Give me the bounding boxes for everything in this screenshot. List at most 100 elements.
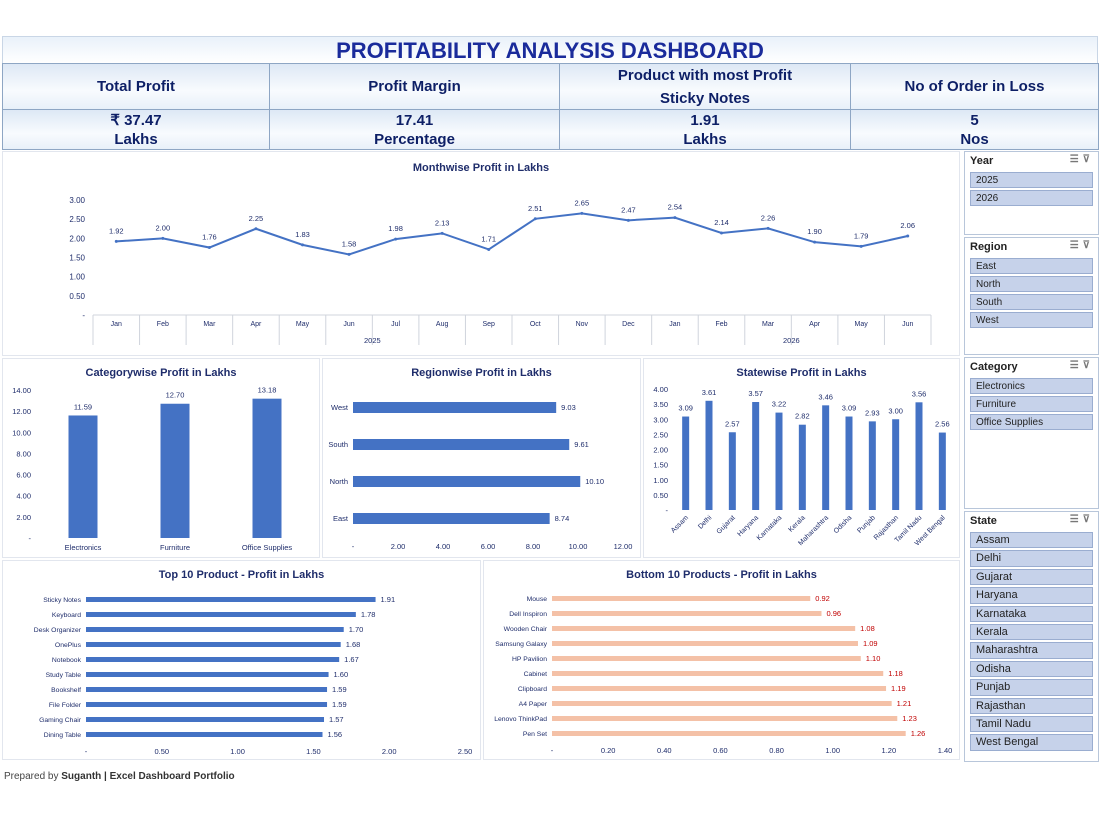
slicer-item-south[interactable]: South — [970, 294, 1093, 310]
multi-select-icon[interactable]: ☰ — [1069, 154, 1083, 165]
x-tick-label: Feb — [715, 321, 727, 328]
y-tick-label: Lenovo ThinkPad — [494, 716, 547, 723]
state-slicer: State ☰⊽ Assam Delhi Gujarat Haryana Karnata… — [964, 511, 1099, 762]
data-label: 1.98 — [388, 224, 403, 233]
slicer-item-maharashtra[interactable]: Maharashtra — [970, 642, 1093, 659]
x-tick-label: 0.50 — [154, 747, 169, 756]
data-point — [673, 216, 677, 220]
slicer-item-electronics[interactable]: Electronics — [970, 378, 1093, 394]
category-slicer: Category ☰⊽ Electronics Furniture Office S… — [964, 357, 1099, 509]
data-label: 1.59 — [332, 685, 347, 694]
clear-filter-icon[interactable]: ⊽ — [1082, 240, 1094, 251]
state-chart-title: Statewise Profit in Lakhs — [736, 367, 867, 379]
category-bar-chart: - 2.00 4.00 6.00 8.00 10.00 12.00 14.00 11.59 Ele… — [12, 386, 292, 552]
x-group-label: 2026 — [783, 336, 800, 345]
slicer-item-2026[interactable]: 2026 — [970, 190, 1093, 206]
bar — [892, 419, 900, 510]
x-tick-label: Mar — [203, 321, 216, 328]
slicer-item-kerala[interactable]: Kerala — [970, 623, 1093, 641]
slicer-item-north[interactable]: North — [970, 276, 1093, 292]
slicer-item-office-supplies[interactable]: Office Supplies — [970, 414, 1093, 430]
category-chart-panel: Categorywise Profit in Lakhs - 2.00 4.00 6.… — [2, 358, 320, 558]
y-tick-label: Dell Inspiron — [509, 611, 547, 618]
x-tick-label: 2.00 — [382, 747, 397, 756]
slicer-item-gujarat[interactable]: Gujarat — [970, 568, 1093, 586]
x-tick-label: Apr — [250, 321, 262, 328]
y-tick-label: 1.50 — [69, 254, 85, 263]
slicer-item-tamil-nadu[interactable]: Tamil Nadu — [970, 715, 1093, 733]
multi-select-icon[interactable]: ☰ — [1069, 360, 1083, 371]
region-chart-title: Regionwise Profit in Lakhs — [411, 367, 552, 379]
y-tick-label: West — [331, 403, 349, 412]
kpi-top-product-name: Sticky Notes — [659, 89, 751, 107]
data-point — [626, 218, 630, 222]
bar — [552, 611, 822, 616]
bar — [86, 597, 376, 602]
slicer-item-west-bengal[interactable]: West Bengal — [970, 734, 1093, 751]
slicer-item-west[interactable]: West — [970, 312, 1093, 328]
kpi-loss-orders-value: 5 Nos — [850, 109, 1099, 150]
kpi-top-product-label: Product with most Profit Sticky Notes — [559, 63, 851, 110]
data-label: 11.59 — [74, 402, 92, 411]
slicer-item-punjab[interactable]: Punjab — [970, 679, 1093, 696]
y-tick-label: Cabinet — [524, 671, 548, 678]
data-label: 1.83 — [295, 230, 310, 239]
data-point — [347, 252, 351, 256]
y-tick-label: File Folder — [49, 702, 82, 709]
data-label: 2.82 — [795, 412, 810, 421]
bar — [86, 732, 323, 737]
y-tick-label: - — [29, 534, 32, 543]
kpi-loss-orders-label: No of Order in Loss — [850, 63, 1099, 110]
x-tick-label: Aug — [436, 321, 449, 328]
data-label: 1.78 — [361, 610, 376, 619]
slicer-item-odisha[interactable]: Odisha — [970, 660, 1093, 678]
clear-filter-icon[interactable]: ⊽ — [1082, 154, 1094, 165]
y-tick-label: - — [666, 506, 669, 515]
y-tick-label: South — [328, 440, 348, 449]
bar — [552, 596, 811, 601]
x-tick-label: Sep — [482, 321, 495, 328]
x-tick-label: - — [85, 747, 88, 756]
y-tick-label: Notebook — [52, 657, 82, 664]
slicer-item-karnataka[interactable]: Karnataka — [970, 605, 1093, 622]
slicer-item-rajasthan[interactable]: Rajasthan — [970, 697, 1093, 714]
y-tick-label: Keyboard — [52, 612, 81, 619]
y-tick-label: North — [330, 477, 348, 486]
multi-select-icon[interactable]: ☰ — [1069, 240, 1083, 251]
data-label: 9.03 — [561, 403, 576, 412]
x-tick-label: 0.40 — [657, 746, 672, 755]
y-tick-label: Dining Table — [44, 732, 82, 739]
data-label: 1.10 — [866, 654, 881, 663]
bar — [353, 476, 581, 487]
x-tick-label: 1.00 — [825, 746, 840, 755]
data-label: 1.56 — [327, 730, 342, 739]
slicer-item-2025[interactable]: 2025 — [970, 172, 1093, 188]
y-tick-label: 1.50 — [653, 461, 668, 470]
data-label: 1.67 — [344, 655, 359, 664]
top10-chart-title: Top 10 Product - Profit in Lakhs — [158, 569, 325, 581]
y-tick-label: 0.50 — [69, 292, 85, 301]
slicer-item-assam[interactable]: Assam — [970, 532, 1093, 549]
y-tick-label: 6.00 — [16, 471, 31, 480]
x-tick-label: Mar — [762, 321, 775, 328]
slicer-item-east[interactable]: East — [970, 258, 1093, 274]
clear-filter-icon[interactable]: ⊽ — [1082, 360, 1094, 371]
x-tick-label: Dec — [622, 321, 635, 328]
kpi-total-profit-value: ₹ 37.47 Lakhs — [2, 109, 270, 150]
clear-filter-icon[interactable]: ⊽ — [1082, 514, 1094, 525]
bar — [68, 415, 98, 538]
x-tick-label: 1.40 — [938, 746, 953, 755]
x-tick-label: Oct — [530, 321, 541, 328]
bar — [682, 416, 690, 510]
y-tick-label: 3.00 — [69, 196, 85, 205]
x-tick-label: Jan — [669, 321, 680, 328]
bar — [822, 405, 830, 510]
slicer-item-haryana[interactable]: Haryana — [970, 587, 1093, 604]
kpi-total-profit-label: Total Profit — [2, 63, 270, 110]
slicer-item-delhi[interactable]: Delhi — [970, 550, 1093, 567]
bar — [552, 701, 892, 706]
multi-select-icon[interactable]: ☰ — [1069, 514, 1083, 525]
slicer-item-furniture[interactable]: Furniture — [970, 396, 1093, 412]
footer-credit: Prepared by Suganth | Excel Dashboard Po… — [4, 771, 235, 782]
y-tick-label: Mouse — [527, 596, 548, 603]
